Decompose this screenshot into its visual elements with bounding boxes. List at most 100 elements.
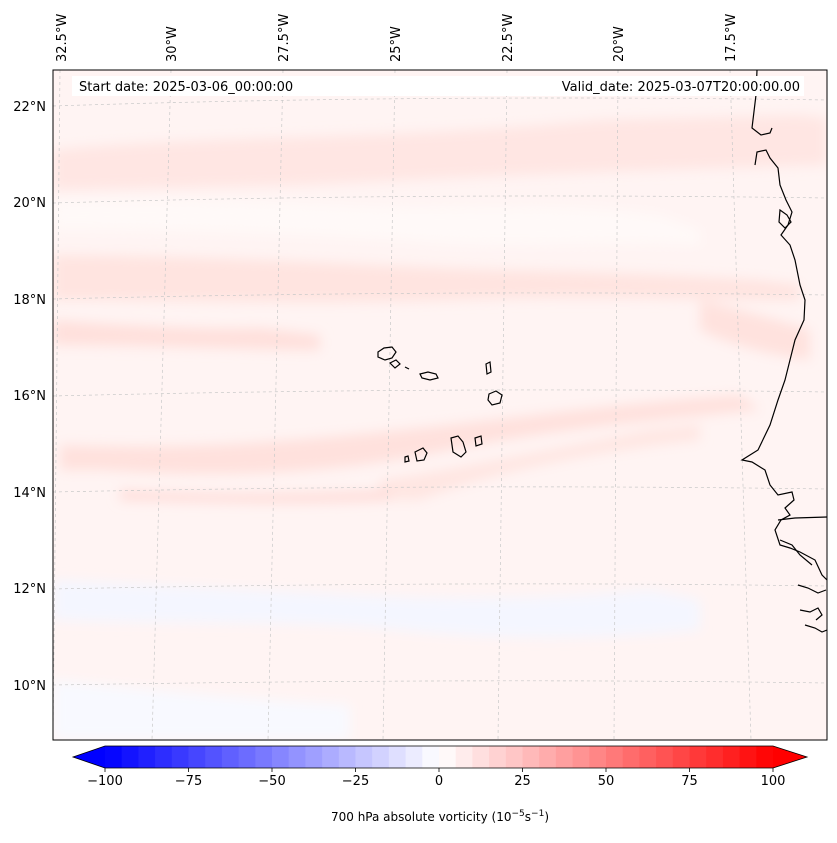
colorbar-min-extend [73, 746, 105, 768]
colorbar-cell [455, 746, 473, 768]
island-santo-antao [377, 346, 397, 361]
colorbar-tick-label: −25 [342, 774, 369, 789]
colorbar-cell [505, 746, 524, 768]
colorbar-cell [372, 746, 390, 768]
lat-label-16n: 16°N [13, 389, 46, 404]
colorbar-cell [388, 746, 407, 768]
colorbar-tick-label: 25 [514, 774, 531, 789]
lon-label-20w: 20°W [612, 26, 627, 62]
colorbar-cell [739, 746, 757, 768]
island-santa-luzia [404, 366, 410, 370]
valid-date-label: Valid_date: 2025-03-07T20:00:00.00 [562, 80, 800, 95]
latitude-labels: 22°N 20°N 18°N 16°N 14°N 12°N 10°N [13, 100, 46, 694]
colorbar-ticks: −100 −75 −50 −25 0 25 50 75 100 [87, 768, 785, 789]
colorbar: −100 −75 −50 −25 0 25 50 75 100 700 hPa absolute… [71, 745, 809, 824]
colorbar-tick-label: −100 [87, 774, 123, 789]
island-sao-vicente [388, 359, 401, 369]
coast-west-africa [740, 149, 827, 581]
colorbar-cell [572, 746, 590, 768]
colorbar-cell [722, 746, 741, 768]
meridian-32-5w [53, 70, 61, 740]
island-fogo [414, 447, 428, 462]
meridian-25w [382, 70, 396, 740]
lat-label-22n: 22°N [13, 100, 46, 115]
island-brava [404, 455, 410, 463]
island-sal [485, 361, 492, 375]
lat-label-10n: 10°N [13, 679, 46, 694]
colorbar-cell [255, 746, 273, 768]
colorbar-tick-label: 75 [681, 774, 698, 789]
map-area: Start date: 2025-03-06_00:00:00 Valid_da… [53, 70, 827, 740]
lon-label-27-5w: 27.5°W [277, 14, 292, 62]
colorbar-cell [555, 746, 574, 768]
colorbar-cell [338, 746, 357, 768]
colorbar-cells [105, 746, 774, 768]
map-frame [52, 69, 828, 741]
colorbar-tick-label: 50 [598, 774, 615, 789]
colorbar-label: 700 hPa absolute vorticity (10−5s−1) [331, 809, 549, 824]
start-date-label: Start date: 2025-03-06_00:00:00 [79, 80, 293, 95]
colorbar-tick-label: 100 [761, 774, 786, 789]
colorbar-cell [589, 746, 607, 768]
island-maio [474, 435, 483, 447]
colorbar-cell [706, 746, 724, 768]
coast-gambia [777, 516, 827, 521]
island-sao-nicolau [419, 371, 439, 381]
vorticity-field [53, 115, 827, 740]
colorbar-cell [689, 746, 707, 768]
coast-islands-b [804, 624, 827, 633]
cape-verde-islands [377, 346, 503, 463]
colorbar-max-extend [773, 746, 807, 768]
colorbar-cell [171, 746, 190, 768]
colorbar-cell [422, 746, 440, 768]
colorbar-cell [305, 746, 323, 768]
colorbar-cell [539, 746, 557, 768]
colorbar-tick-label: −50 [258, 774, 285, 789]
coast-islands-a [799, 607, 823, 621]
colorbar-cell [656, 746, 674, 768]
colorbar-cell [121, 746, 139, 768]
colorbar-cell [606, 746, 624, 768]
lon-label-30w: 30°W [165, 26, 180, 62]
colorbar-cell [288, 746, 306, 768]
colorbar-cell [622, 746, 640, 768]
colorbar-cell [322, 746, 340, 768]
lat-label-20n: 20°N [13, 196, 46, 211]
lat-label-14n: 14°N [13, 486, 46, 501]
longitude-labels: 32.5°W 30°W 27.5°W 25°W 22.5°W 20°W 17.5… [55, 14, 739, 62]
colorbar-cell [439, 746, 457, 768]
lon-label-22-5w: 22.5°W [501, 14, 516, 62]
date-label-bar [72, 76, 804, 96]
island-santiago [450, 435, 467, 458]
colorbar-cell [756, 746, 774, 768]
colorbar-cell [355, 746, 373, 768]
meridian-17-5w [729, 70, 752, 740]
colorbar-cell [138, 746, 156, 768]
graticule [53, 70, 827, 740]
lon-label-17-5w: 17.5°W [724, 14, 739, 62]
colorbar-cell [188, 746, 206, 768]
colorbar-cell [639, 746, 657, 768]
coast-guinea-bissau [779, 539, 813, 566]
colorbar-cell [205, 746, 223, 768]
colorbar-cell [405, 746, 423, 768]
lon-label-32-5w: 32.5°W [55, 14, 70, 62]
colorbar-cell [105, 746, 123, 768]
coast-guinea [797, 584, 827, 594]
island-boa-vista [487, 390, 503, 406]
colorbar-cell [672, 746, 691, 768]
lon-label-25w: 25°W [389, 26, 404, 62]
lat-label-12n: 12°N [13, 582, 46, 597]
lat-label-18n: 18°N [13, 293, 46, 308]
meridian-20w [613, 70, 619, 740]
colorbar-tick-label: 0 [435, 774, 443, 789]
colorbar-cell [522, 746, 540, 768]
colorbar-cell [489, 746, 507, 768]
colorbar-cell [221, 746, 240, 768]
meridian-27-5w [267, 70, 284, 740]
colorbar-cell [472, 746, 490, 768]
colorbar-tick-label: −75 [175, 774, 202, 789]
colorbar-cell [238, 746, 256, 768]
